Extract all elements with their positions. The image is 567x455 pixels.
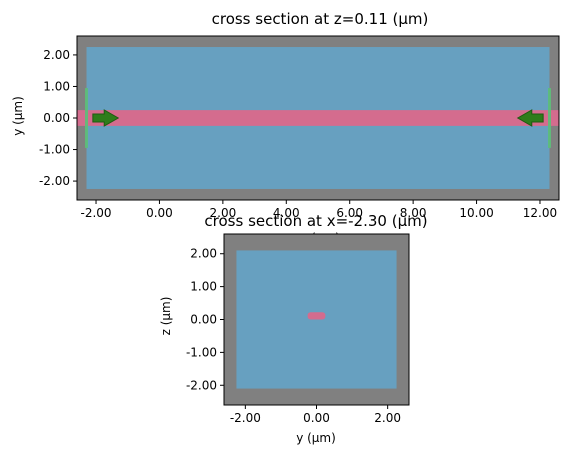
y-tick-label: 2.00 (190, 247, 217, 261)
x-tick-label: 4.00 (273, 206, 300, 220)
panel-top-plot (76, 35, 560, 201)
x-tick-group: -2.00 0.00 2.00 4.00 6.00 8.00 10.00 12.00 (80, 200, 557, 220)
source-arrow-1 (92, 109, 120, 127)
y-tick-label: -2.00 (39, 174, 70, 188)
y-tick-label: 0.00 (190, 313, 217, 327)
x-tick-group: -2.00 0.00 2.00 (230, 405, 401, 425)
waveguide (307, 312, 326, 320)
source-arrow-2 (516, 109, 544, 127)
x-tick-label: -2.00 (80, 206, 111, 220)
y-tick-label: 1.00 (190, 280, 217, 294)
y-tick-label: -1.00 (186, 345, 217, 359)
x-tick-label: 12.00 (523, 206, 557, 220)
y-tick-group: 2.00 1.00 0.00 -1.00 -2.00 (186, 247, 224, 392)
y-tick-label: -2.00 (186, 378, 217, 392)
cross-section-x-panel: -2.00 0.00 2.00 2.00 1.00 0.00 -1.00 -2.00 y (… (159, 212, 428, 445)
x-tick-label: 6.00 (336, 206, 363, 220)
source-arrow-group (92, 109, 544, 127)
x-tick-label: 10.00 (459, 206, 493, 220)
x-tick-label: 2.00 (374, 411, 401, 425)
panel-bottom-xlabel: y (μm) (296, 431, 336, 445)
x-tick-label: 8.00 (400, 206, 427, 220)
panel-bottom-ylabel: z (μm) (159, 297, 173, 336)
panel-bottom-title: cross section at x=-2.30 (μm) (204, 212, 427, 230)
y-tick-label: 2.00 (43, 48, 70, 62)
x-tick-label: -2.00 (230, 411, 261, 425)
x-tick-label: 0.00 (146, 206, 173, 220)
y-tick-label: -1.00 (39, 143, 70, 157)
cross-section-z-panel: cross section at z=0.11 (μm) -2.00 0.00 2.… (11, 10, 560, 245)
y-tick-label: 1.00 (43, 79, 70, 93)
monitor-group (85, 88, 551, 148)
panel-top-ylabel: y (μm) (11, 96, 25, 136)
y-tick-label: 0.00 (43, 111, 70, 125)
x-tick-label: 2.00 (210, 206, 237, 220)
panel-bottom-plot (223, 233, 410, 406)
waveguide (77, 110, 559, 126)
y-tick-group: 2.00 1.00 0.00 -1.00 -2.00 (39, 48, 77, 188)
panel-top-title: cross section at z=0.11 (μm) (212, 10, 429, 28)
x-tick-label: 0.00 (303, 411, 330, 425)
